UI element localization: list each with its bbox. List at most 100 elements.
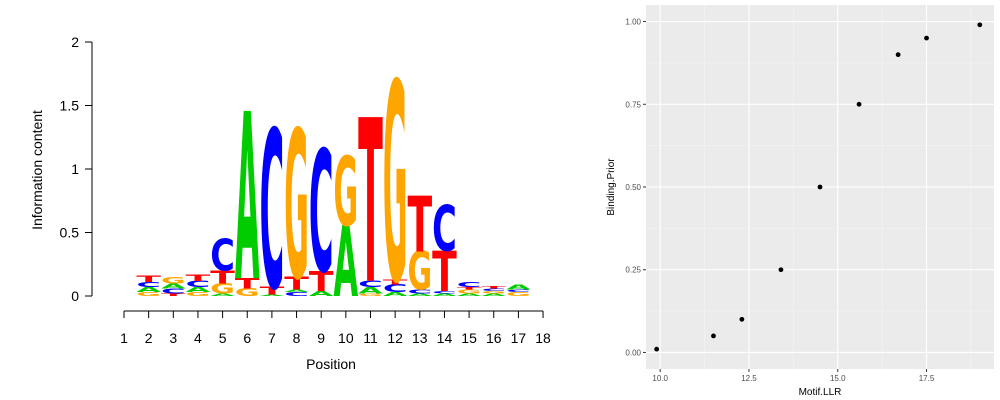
logo-letter-c: C [407, 289, 432, 295]
logo-letter-t: T [161, 293, 186, 297]
logo-x-tick-label: 5 [219, 330, 227, 346]
logo-x-tick-label: 1 [120, 330, 128, 346]
logo-x-tick-label: 3 [169, 330, 177, 346]
scatter-x-tick-label: 15.0 [830, 374, 846, 383]
logo-letter-c: C [358, 279, 383, 289]
scatter-point [817, 184, 823, 190]
logo-letter-g: G [358, 293, 383, 297]
logo-letter-a: A [284, 289, 309, 293]
scatter-point [711, 333, 716, 339]
logo-x-tick-label: 18 [535, 330, 551, 346]
logo-letter-g: G [407, 242, 432, 303]
logo-letter-c: C [161, 287, 186, 295]
scatter-points [654, 22, 983, 352]
logo-x-tick-label: 4 [194, 330, 202, 346]
logo-letter-c: C [383, 283, 408, 295]
logo-letter-c: C [309, 117, 334, 311]
logo-x-tick-label: 9 [317, 330, 325, 346]
logo-y-tick-label: 0 [71, 288, 79, 304]
scatter-point [924, 35, 929, 41]
scatter-y-tick-label: 0.00 [625, 348, 641, 357]
logo-y-tick-label: 1 [71, 161, 79, 177]
logo-y-tick-label: 1.5 [60, 98, 80, 114]
scatter-y-tick-label: 0.75 [625, 100, 641, 109]
logo-letter-a: A [506, 284, 531, 292]
logo-letter-t: T [235, 276, 260, 292]
logo-letter-c: C [432, 290, 457, 294]
logo-letter-a: A [358, 285, 383, 295]
logo-letter-g: G [136, 291, 161, 297]
logo-letter-t: T [260, 285, 285, 297]
logo-letter-t: T [136, 274, 161, 284]
logo-letter-g: G [457, 289, 482, 295]
scatter-major-gridlines [646, 5, 994, 369]
logo-letter-t: T [186, 273, 211, 283]
logo-letter-a: A [210, 293, 235, 297]
logo-x-tick-label: 8 [293, 330, 301, 346]
logo-letter-g: G [481, 290, 506, 294]
scatter-point [739, 316, 745, 322]
logo-letter-a: A [457, 293, 482, 297]
logo-letter-a: A [186, 286, 211, 294]
scatter-y-axis-title: Binding.Prior [606, 158, 617, 216]
logo-letter-c: C [432, 192, 457, 266]
logo-x-tick-label: 17 [511, 330, 527, 346]
scatter-x-tick-label: 12.5 [741, 374, 757, 383]
logo-x-tick-label: 14 [437, 330, 453, 346]
logo-y-tick-label: 2 [71, 34, 79, 50]
scatter-chart: 0.00 0.25 0.50 0.75 1.00 10.0 12.5 15.0 17.5 Bi… [606, 5, 994, 398]
logo-x-axis: 1 2 3 4 5 6 7 8 9 10 11 12 13 14 15 16 17 18 [120, 310, 551, 346]
logo-letter-g: G [334, 136, 359, 248]
scatter-x-tick-label: 17.5 [919, 374, 935, 383]
logo-x-tick-label: 15 [461, 330, 477, 346]
logo-x-tick-label: 11 [363, 330, 378, 346]
logo-x-tick-label: 12 [387, 330, 403, 346]
logo-letter-g: G [210, 280, 235, 297]
logo-letter-t: T [407, 181, 432, 271]
logo-letter-c: C [260, 86, 285, 339]
logo-letter-a: A [383, 291, 408, 297]
logo-letter-t: T [432, 240, 457, 305]
logo-letter-g: G [186, 291, 211, 297]
logo-x-tick-label: 16 [486, 330, 502, 346]
logo-letter-c: C [136, 281, 161, 289]
logo-letter-g: G [235, 287, 260, 299]
scatter-point [778, 267, 784, 273]
logo-letter-a: A [481, 293, 506, 297]
logo-letter-t: T [309, 265, 334, 298]
logo-x-tick-label: 13 [412, 330, 428, 346]
logo-x-tick-label: 6 [243, 330, 251, 346]
logo-letter-g: G [161, 275, 186, 285]
scatter-point [654, 346, 660, 352]
scatter-point [895, 52, 901, 58]
logo-y-axis-title: Information content [29, 110, 45, 230]
logo-letter-a: A [260, 294, 285, 296]
logo-letter-g: G [506, 291, 531, 297]
logo-letter-t: T [358, 73, 383, 334]
logo-letter-a: A [161, 282, 186, 290]
logo-letter-t: T [210, 267, 235, 287]
logo-letter-a: A [432, 293, 457, 297]
scatter-y-tick-label: 0.50 [625, 183, 641, 192]
logo-y-axis: 0 0.5 1 1.5 2 [60, 34, 93, 304]
logo-x-tick-label: 10 [338, 330, 354, 346]
logo-letter-g: G [284, 89, 309, 325]
logo-letter-t: T [284, 274, 309, 294]
logo-letter-t: T [457, 287, 482, 291]
scatter-x-axis-title: Motif.LLR [799, 387, 842, 398]
scatter-y-tick-label: 0.25 [625, 266, 641, 275]
logo-letter-c: C [481, 288, 506, 292]
logo-letter-c: C [186, 279, 211, 289]
logo-letter-a: A [235, 65, 260, 333]
scatter-x-tick-label: 10.0 [652, 374, 668, 383]
logo-letter-a: A [309, 290, 334, 298]
logo-letter-t: T [481, 285, 506, 289]
logo-letter-c: C [210, 231, 235, 281]
scatter-point [856, 101, 862, 107]
logo-letter-c: C [506, 289, 531, 293]
logo-x-axis-title: Position [306, 356, 356, 372]
logo-letter-a: A [334, 207, 359, 320]
